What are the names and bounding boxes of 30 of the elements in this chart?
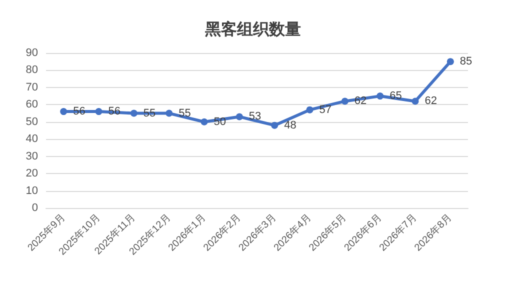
data-label: 85 <box>460 56 472 68</box>
point <box>166 110 173 117</box>
data-label: 56 <box>73 106 86 118</box>
point <box>60 108 68 116</box>
data-label: 56 <box>108 106 120 118</box>
point <box>341 98 348 105</box>
y-tick-label: 50 <box>26 116 38 128</box>
point <box>236 113 243 120</box>
y-tick-label: 0 <box>32 202 38 214</box>
y-tick-label: 10 <box>26 184 38 197</box>
data-label: 62 <box>424 95 437 108</box>
y-tick-label: 20 <box>26 168 38 180</box>
y-tick-label: 30 <box>26 150 38 162</box>
y-tick-label: 90 <box>26 47 38 59</box>
y-tick-label: 40 <box>26 133 38 146</box>
data-label: 57 <box>319 104 332 116</box>
point <box>130 110 138 117</box>
data-label: 55 <box>143 107 156 120</box>
point <box>271 122 278 129</box>
point <box>446 58 454 66</box>
point <box>200 118 208 126</box>
y-tick-label: 80 <box>26 64 38 76</box>
point <box>95 108 102 116</box>
point <box>376 92 384 100</box>
data-label: 48 <box>284 119 296 132</box>
y-tick-label: 70 <box>26 81 38 94</box>
point <box>306 106 314 114</box>
chart-title: 黑客组织数量 <box>204 20 301 38</box>
y-tick-label: 60 <box>26 98 38 111</box>
point <box>412 98 419 105</box>
